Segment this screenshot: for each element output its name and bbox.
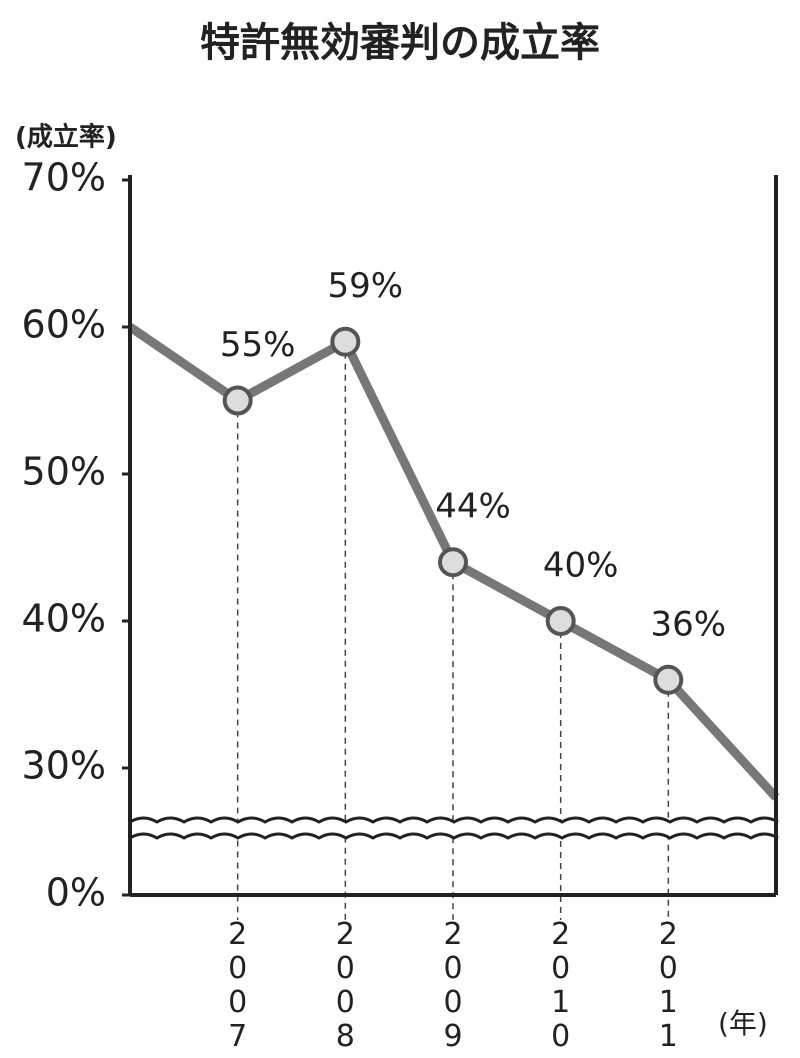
y-tick-label: 40% [22,597,106,641]
break-wave [129,816,779,824]
break-band [130,822,776,838]
value-label: 36% [651,604,727,644]
x-tick-label: 2008 [335,917,355,1054]
y-tick-label: 60% [22,303,106,347]
x-tick-label: 2011 [658,917,678,1054]
x-tick-label: 2009 [443,917,463,1054]
y-tick-label: 0% [46,871,106,915]
x-tick-label: 2010 [551,917,571,1054]
value-label: 44% [435,487,511,527]
x-tick-label: 2007 [228,917,248,1054]
y-tick-label: 30% [22,744,106,788]
value-label: 59% [328,266,404,306]
point [653,664,684,695]
break-wave [129,832,779,840]
chart-title: 特許無効審判の成立率 [200,20,600,66]
y-axis-label: (成立率) [15,122,117,153]
point [438,547,468,578]
point [330,326,361,357]
x-axis-label: (年) [718,1007,768,1040]
value-label: 55% [220,325,296,365]
y-tick-label: 70% [22,156,106,200]
value-label: 40% [543,546,619,586]
point [545,606,576,636]
point [222,385,253,416]
y-tick-label: 50% [22,450,106,494]
